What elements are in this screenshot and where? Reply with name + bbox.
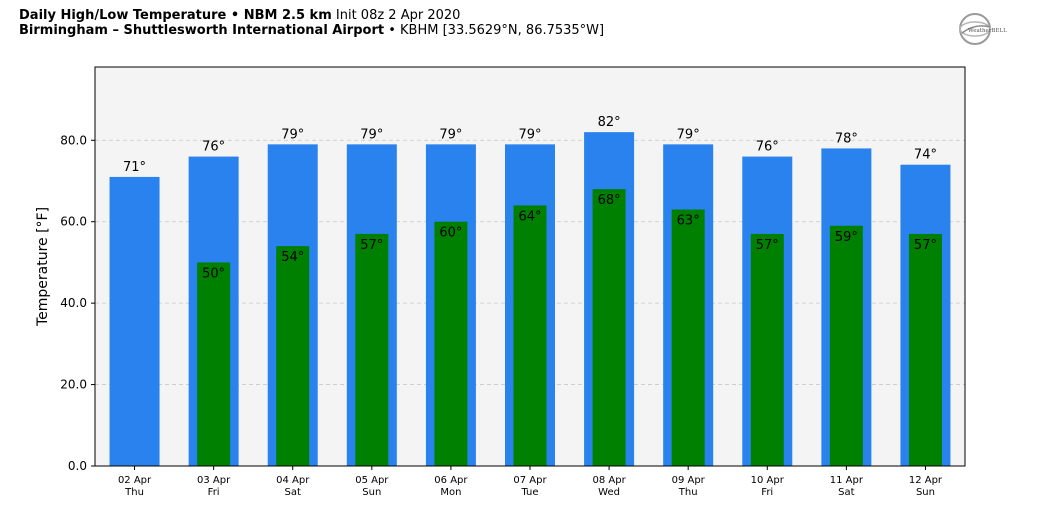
x-tick-label-date: 02 Apr bbox=[118, 475, 152, 486]
x-tick-label-date: 05 Apr bbox=[355, 475, 389, 486]
low-temp-bar bbox=[434, 221, 468, 466]
x-tick-label-weekday: Sun bbox=[916, 487, 935, 498]
x-tick-label-weekday: Fri bbox=[208, 487, 220, 498]
y-tick-label: 40.0 bbox=[60, 296, 87, 310]
low-temp-label: 57° bbox=[914, 238, 937, 253]
x-tick-label-date: 06 Apr bbox=[434, 475, 468, 486]
low-temp-label: 57° bbox=[360, 238, 383, 253]
x-tick-label-date: 08 Apr bbox=[592, 475, 626, 486]
high-temp-label: 79° bbox=[360, 127, 383, 142]
high-temp-label: 76° bbox=[756, 140, 779, 155]
x-tick-label-date: 03 Apr bbox=[197, 475, 231, 486]
low-temp-label: 68° bbox=[598, 193, 621, 208]
x-tick-label-weekday: Tue bbox=[520, 487, 538, 498]
low-temp-label: 64° bbox=[518, 209, 541, 224]
y-tick-label: 60.0 bbox=[60, 215, 87, 229]
high-temp-label: 79° bbox=[677, 127, 700, 142]
x-tick-label-date: 12 Apr bbox=[909, 475, 943, 486]
low-temp-label: 63° bbox=[677, 214, 700, 229]
high-temp-label: 79° bbox=[281, 127, 304, 142]
weatherbell-logo: WeatherBELL bbox=[959, 13, 1007, 45]
low-temp-label: 59° bbox=[835, 230, 858, 245]
x-tick-label-weekday: Sat bbox=[838, 487, 854, 498]
init-time: Init 08z 2 Apr 2020 bbox=[335, 8, 461, 23]
location-line: Birmingham – Shuttlesworth International… bbox=[19, 23, 604, 38]
low-temp-bar bbox=[197, 262, 231, 466]
low-temp-bar bbox=[671, 209, 705, 466]
y-tick-label: 20.0 bbox=[60, 378, 87, 392]
y-tick-label: 80.0 bbox=[60, 133, 87, 147]
logo-text: WeatherBELL bbox=[968, 28, 1007, 34]
high-temp-label: 71° bbox=[123, 160, 146, 175]
location-name: Birmingham – Shuttlesworth International… bbox=[19, 23, 385, 38]
low-temp-bar bbox=[750, 233, 784, 466]
x-tick-label-weekday: Sun bbox=[362, 487, 381, 498]
high-temp-label: 79° bbox=[439, 127, 462, 142]
low-temp-bar bbox=[908, 233, 942, 466]
high-temp-label: 78° bbox=[835, 131, 858, 146]
chart-title: Daily High/Low Temperature • NBM 2.5 km bbox=[19, 8, 332, 23]
x-tick-label-date: 04 Apr bbox=[276, 475, 310, 486]
x-tick-label-date: 11 Apr bbox=[830, 475, 864, 486]
low-temp-bar bbox=[829, 225, 863, 466]
high-temp-label: 82° bbox=[598, 115, 621, 130]
x-tick-label-weekday: Sat bbox=[285, 487, 301, 498]
low-temp-bar bbox=[592, 189, 626, 466]
low-temp-bar bbox=[276, 246, 310, 466]
x-tick-label-weekday: Mon bbox=[440, 487, 461, 498]
x-tick-label-date: 10 Apr bbox=[751, 475, 785, 486]
x-tick-label-weekday: Wed bbox=[598, 487, 620, 498]
x-tick-label-date: 07 Apr bbox=[513, 475, 547, 486]
high-temp-label: 79° bbox=[518, 127, 541, 142]
x-tick-label-weekday: Thu bbox=[678, 487, 698, 498]
low-temp-label: 57° bbox=[756, 238, 779, 253]
x-tick-label-weekday: Thu bbox=[124, 487, 144, 498]
low-temp-label: 60° bbox=[439, 226, 462, 241]
high-temp-label: 76° bbox=[202, 140, 225, 155]
location-coords: • KBHM [33.5629°N, 86.7535°W] bbox=[388, 23, 605, 38]
low-temp-label: 50° bbox=[202, 266, 225, 281]
title-line: Daily High/Low Temperature • NBM 2.5 km … bbox=[19, 8, 604, 23]
y-axis-label: Temperature [°F] bbox=[35, 207, 51, 327]
low-temp-bar bbox=[355, 233, 389, 466]
chart-header: Daily High/Low Temperature • NBM 2.5 km … bbox=[19, 8, 604, 38]
y-tick-label: 0.0 bbox=[68, 459, 87, 473]
high-temp-bar bbox=[109, 176, 160, 466]
x-tick-label-date: 09 Apr bbox=[672, 475, 706, 486]
low-temp-label: 54° bbox=[281, 250, 304, 265]
high-temp-label: 74° bbox=[914, 148, 937, 163]
low-temp-bar bbox=[513, 205, 547, 466]
x-tick-label-weekday: Fri bbox=[761, 487, 773, 498]
